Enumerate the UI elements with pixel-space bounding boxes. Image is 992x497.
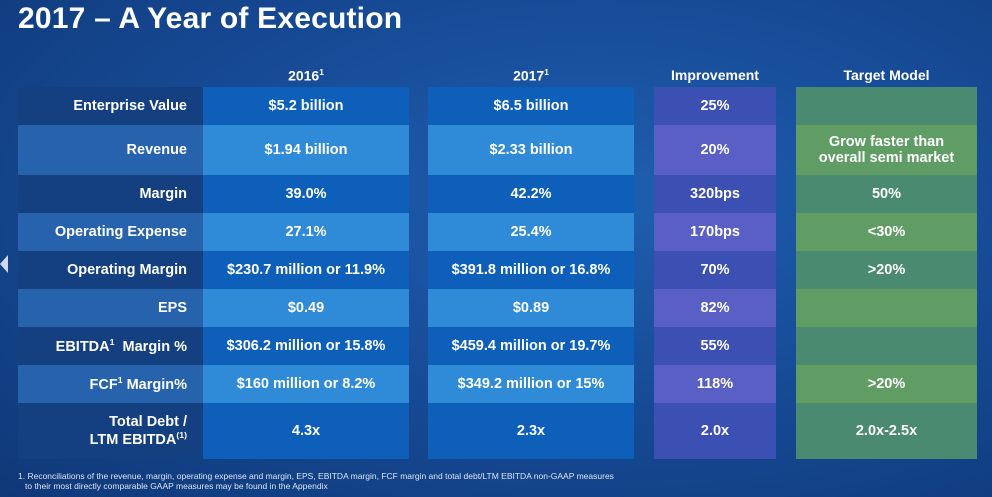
column-header-improvement: Improvement (671, 67, 759, 83)
value-2016: $230.7 million or 11.9% (203, 251, 409, 289)
value-2016: $306.2 million or 15.8% (203, 327, 409, 365)
value-2017: 25.4% (428, 213, 634, 251)
target-value: 50% (796, 175, 977, 213)
improvement-value: 25% (654, 87, 776, 125)
table-row-enterprise-value: Enterprise Value $5.2 billion $6.5 billi… (18, 87, 977, 125)
table-row-total-debt-ltm-ebitda: Total Debt / LTM EBITDA(1) 4.3x 2.3x 2.0… (18, 403, 977, 459)
value-2017: 2.3x (428, 403, 634, 459)
value-2017: $6.5 billion (428, 87, 634, 125)
improvement-value: 320bps (654, 175, 776, 213)
value-2017: $2.33 billion (428, 125, 634, 175)
improvement-value: 2.0x (654, 403, 776, 459)
value-2017: 42.2% (428, 175, 634, 213)
target-value (796, 87, 977, 125)
row-label: FCF1 Margin% (18, 365, 203, 403)
value-2017: $0.89 (428, 289, 634, 327)
target-line-1: Grow faster than (828, 134, 945, 150)
target-value (796, 289, 977, 327)
target-value: >20% (796, 365, 977, 403)
value-2017: $459.4 million or 19.7% (428, 327, 634, 365)
improvement-value: 170bps (654, 213, 776, 251)
target-value (796, 327, 977, 365)
row-label: Revenue (18, 125, 203, 175)
improvement-value: 70% (654, 251, 776, 289)
table-row-ebitda-margin: EBITDA1 Margin % $306.2 million or 15.8%… (18, 327, 977, 365)
table-row-revenue: Revenue $1.94 billion $2.33 billion 20% … (18, 125, 977, 175)
previous-slide-arrow-icon[interactable] (0, 255, 8, 273)
value-2016: $5.2 billion (203, 87, 409, 125)
metrics-table: 20161 20171 Improvement Target Model Ent… (18, 63, 977, 459)
slide-title: 2017 – A Year of Execution (18, 2, 403, 35)
table-row-fcf-margin: FCF1 Margin% $160 million or 8.2% $349.2… (18, 365, 977, 403)
header-blank (18, 63, 203, 87)
row-label: EBITDA1 Margin % (18, 327, 203, 365)
value-2017: $391.8 million or 16.8% (428, 251, 634, 289)
table-row-operating-expense: Operating Expense 27.1% 25.4% 170bps <30… (18, 213, 977, 251)
value-2017: $349.2 million or 15% (428, 365, 634, 403)
improvement-value: 55% (654, 327, 776, 365)
value-2016: $160 million or 8.2% (203, 365, 409, 403)
target-value: Grow faster than overall semi market (796, 125, 977, 175)
value-2016: $0.49 (203, 289, 409, 327)
column-header-target-model: Target Model (843, 67, 930, 83)
value-2016: $1.94 billion (203, 125, 409, 175)
column-header-2017: 20171 (513, 66, 549, 84)
target-value: 2.0x-2.5x (796, 403, 977, 459)
table-row-margin: Margin 39.0% 42.2% 320bps 50% (18, 175, 977, 213)
row-label: Operating Expense (18, 213, 203, 251)
improvement-value: 118% (654, 365, 776, 403)
value-2016: 4.3x (203, 403, 409, 459)
column-header-2016: 20161 (288, 66, 324, 84)
row-label: Operating Margin (18, 251, 203, 289)
table-row-eps: EPS $0.49 $0.89 82% (18, 289, 977, 327)
row-label: Enterprise Value (18, 87, 203, 125)
row-label: Margin (18, 175, 203, 213)
row-label: Total Debt / LTM EBITDA(1) (18, 403, 203, 459)
footnote: 1. Reconciliations of the revenue, margi… (18, 471, 614, 491)
improvement-value: 82% (654, 289, 776, 327)
value-2016: 39.0% (203, 175, 409, 213)
target-line-2: overall semi market (818, 150, 955, 166)
value-2016: 27.1% (203, 213, 409, 251)
improvement-value: 20% (654, 125, 776, 175)
row-label: EPS (18, 289, 203, 327)
target-value: <30% (796, 213, 977, 251)
table-row-operating-margin: Operating Margin $230.7 million or 11.9%… (18, 251, 977, 289)
target-value: >20% (796, 251, 977, 289)
